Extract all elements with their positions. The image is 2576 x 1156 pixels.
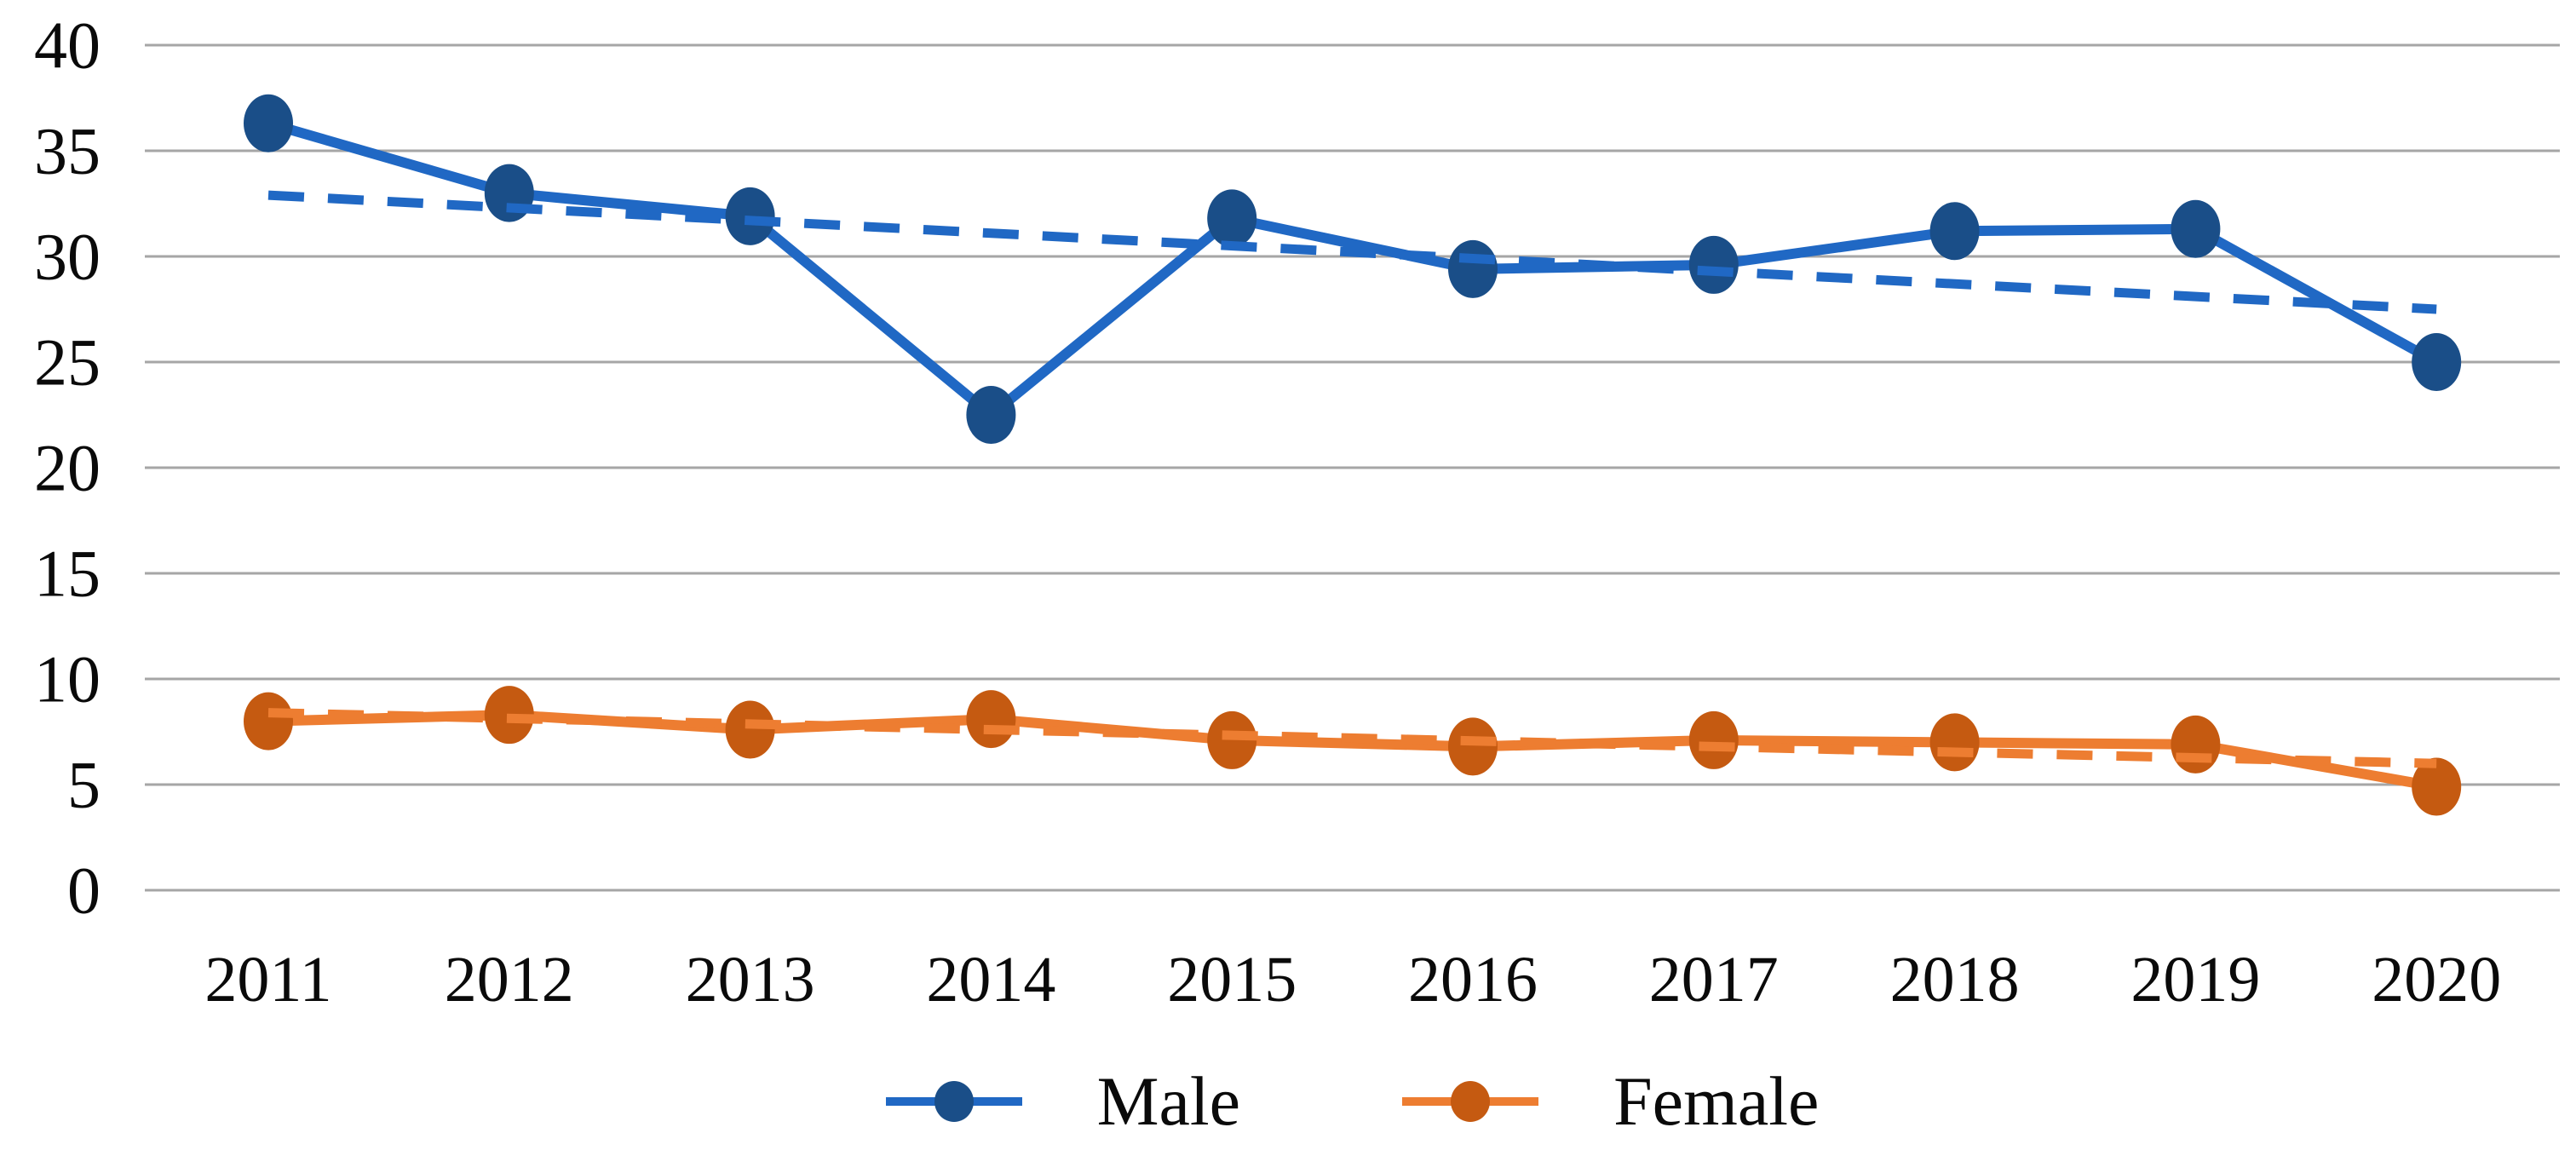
trendlines [267, 190, 2437, 768]
x-tick-label-2012: 2012 [445, 944, 574, 1015]
x-tick-label-2014: 2014 [926, 944, 1055, 1015]
male-trendline [267, 190, 2437, 314]
female-point-2020 [2412, 757, 2462, 816]
x-tick-label-2016: 2016 [1408, 944, 1538, 1015]
x-tick-label-2017: 2017 [1649, 944, 1779, 1015]
female-point-2011 [244, 692, 293, 751]
female-point-2014 [966, 690, 1016, 749]
female-trendline [267, 708, 2437, 768]
male-series-line [263, 118, 2442, 420]
male-point-2011 [244, 94, 293, 152]
male-point-2016 [1448, 239, 1498, 298]
y-axis-tick-labels: 0 5 10 15 20 25 30 35 40 [34, 9, 101, 928]
female-point-2013 [725, 700, 775, 759]
gridlines [145, 43, 2560, 892]
male-point-2020 [2412, 333, 2462, 391]
male-point-2019 [2171, 199, 2221, 258]
y-tick-label-20: 20 [34, 431, 101, 505]
x-axis-tick-labels: 2011 2012 2013 2014 2015 2016 2017 2018 2019 2020 [204, 944, 2501, 1015]
y-tick-label-40: 40 [34, 9, 101, 83]
female-series-line [263, 710, 2442, 792]
x-tick-label-2011: 2011 [204, 944, 331, 1015]
male-series-marker-icon [885, 1080, 1022, 1122]
y-tick-label-25: 25 [34, 325, 101, 400]
male-point-2017 [1688, 235, 1739, 294]
female-point-2019 [2171, 715, 2221, 774]
y-tick-label-30: 30 [34, 220, 101, 294]
male-point-2015 [1207, 189, 1257, 248]
x-tick-label-2013: 2013 [686, 944, 815, 1015]
male-point-2018 [1929, 202, 1980, 261]
y-tick-label-0: 0 [67, 854, 101, 928]
male-point-2014 [966, 386, 1016, 444]
legend-label-female: Female [1613, 1061, 1820, 1140]
female-point-2015 [1207, 710, 1257, 769]
series-lines [263, 118, 2442, 792]
x-tick-label-2019: 2019 [2130, 944, 2260, 1015]
legend-item-male: Male [885, 1061, 1241, 1140]
y-tick-label-15: 15 [34, 537, 101, 611]
x-tick-label-2015: 2015 [1167, 944, 1297, 1015]
x-tick-label-2018: 2018 [1890, 944, 2020, 1015]
y-tick-label-10: 10 [34, 642, 101, 716]
legend: Male Female [145, 1046, 2560, 1156]
y-tick-label-35: 35 [34, 114, 101, 188]
female-point-2017 [1688, 710, 1739, 769]
x-tick-label-2020: 2020 [2372, 944, 2501, 1015]
female-series-marker-icon [1402, 1080, 1539, 1122]
legend-label-male: Male [1096, 1061, 1241, 1140]
female-point-2018 [1929, 713, 1980, 772]
female-point-2016 [1448, 717, 1498, 776]
y-tick-label-5: 5 [67, 748, 101, 822]
legend-item-female: Female [1402, 1063, 1819, 1140]
